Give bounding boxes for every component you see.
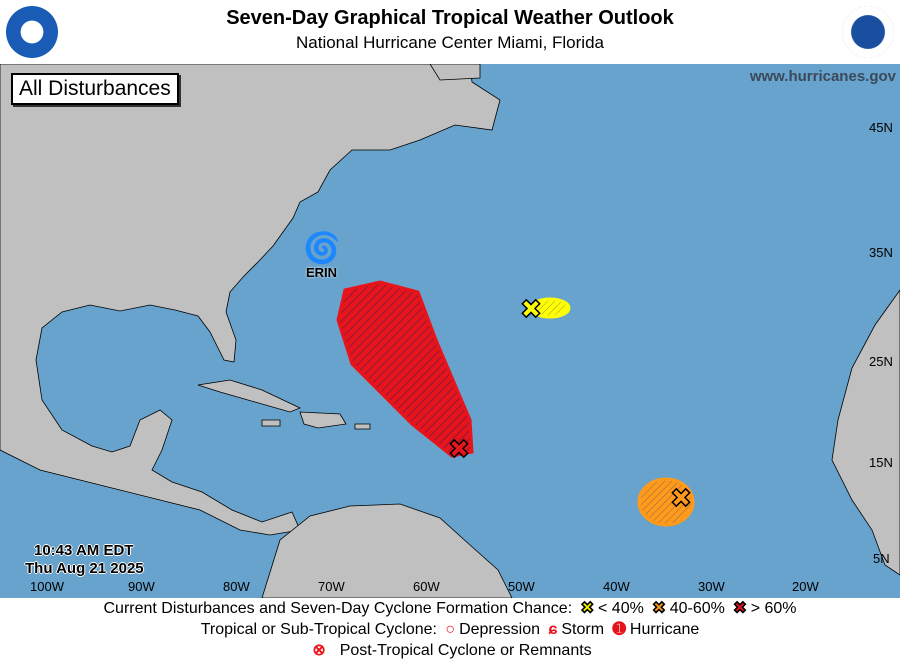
lon-label: 50W [508,579,535,594]
map[interactable]: ✖ ✖ ✖ 🌀 [0,64,900,598]
website-url[interactable]: www.hurricanes.gov [749,68,896,85]
lat-label: 15N [869,455,893,470]
lon-label: 40W [603,579,630,594]
timestamp-date: Thu Aug 21 2025 [25,560,144,577]
lat-label: 25N [869,354,893,369]
timestamp-time: 10:43 AM EDT [34,542,134,559]
storm-label-erin: ERIN [306,265,338,280]
legend-row-formation: Current Disturbances and Seven-Day Cyclo… [0,598,900,619]
noaa-logo [6,6,58,58]
lon-label: 90W [128,579,155,594]
legend-mid: 40-60% [669,600,725,617]
lat-label: 5N [873,551,890,566]
disturbance-area-low[interactable] [529,297,571,319]
legend-low: < 40% [598,600,644,617]
hispaniola [299,411,347,429]
view-title-badge: All Disturbances [11,73,179,105]
x-marker-high-icon[interactable]: ✖ [447,434,470,466]
lon-label: 100W [30,579,64,594]
legend-post-tropical: Post-Tropical Cyclone or Remnants [339,642,592,659]
page-subtitle: National Hurricane Center Miami, Florida [295,33,604,52]
legend-label: Current Disturbances and Seven-Day Cyclo… [103,600,573,617]
nws-logo [842,6,894,58]
legend-depression: Depression [459,621,541,638]
lon-label: 80W [223,579,250,594]
puerto-rico [354,423,371,430]
disturbance-area-high[interactable] [336,280,474,458]
lon-label: 20W [792,579,819,594]
storm-icon: ɕ [548,621,558,638]
legend-row-post-tropical: ⊗ Post-Tropical Cyclone or Remnants [0,640,900,661]
page-title: Seven-Day Graphical Tropical Weather Out… [226,7,674,29]
lon-label: 30W [698,579,725,594]
legend-row-cyclone: Tropical or Sub-Tropical Cyclone: ○ Depre… [0,619,900,640]
lon-label: 70W [318,579,345,594]
africa [831,289,900,576]
jamaica [261,419,281,427]
x-orange-icon: ✖ [652,600,666,618]
x-yellow-icon: ✖ [580,600,595,618]
legend-storm: Storm [561,621,605,638]
cuba [197,379,301,413]
hurricane-erin-icon[interactable]: 🌀 [303,229,340,266]
x-marker-low-icon[interactable]: ✖ [519,294,542,326]
x-marker-medium-icon[interactable]: ✖ [669,483,692,515]
depression-icon: ○ [445,621,456,638]
lon-label: 60W [413,579,440,594]
legend-hurricane: Hurricane [629,621,700,638]
x-red-icon: ✖ [733,600,747,618]
south-america [261,503,513,598]
legend-high: > 60% [750,600,797,617]
hurricane-icon: ➊ [612,621,626,638]
greenland-newfoundland [429,64,481,81]
post-tropical-icon: ⊗ [312,642,326,659]
legend: Current Disturbances and Seven-Day Cyclo… [0,598,900,661]
legend-label: Tropical or Sub-Tropical Cyclone: [200,621,437,638]
header: Seven-Day Graphical Tropical Weather Out… [0,0,900,64]
lat-label: 35N [869,245,893,260]
lat-label: 45N [869,120,893,135]
disturbance-area-medium[interactable] [637,477,695,527]
